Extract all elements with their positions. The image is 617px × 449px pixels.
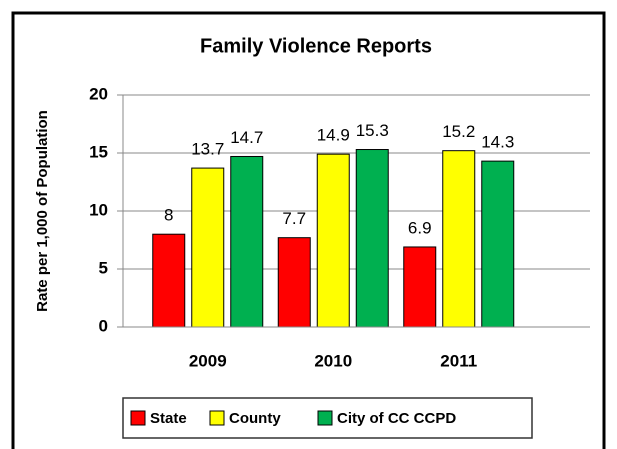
bar	[481, 160, 515, 328]
legend-swatch	[317, 410, 333, 426]
data-label: 13.7	[191, 140, 224, 159]
data-label: 8	[164, 206, 173, 225]
data-label: 7.7	[282, 209, 306, 228]
chart-title: Family Violence Reports	[200, 35, 432, 57]
data-label: 14.9	[317, 126, 350, 145]
bar	[277, 237, 311, 328]
data-label: 6.9	[408, 218, 432, 237]
x-tick-label: 2010	[314, 351, 352, 370]
bar	[355, 149, 389, 328]
chart-border	[11, 11, 606, 449]
y-tick-label: 0	[99, 316, 108, 335]
bar	[152, 233, 186, 328]
y-tick-label: 20	[89, 84, 108, 103]
bar	[442, 150, 476, 328]
legend-swatch	[209, 410, 225, 426]
x-tick-label: 2009	[189, 351, 227, 370]
bar	[316, 153, 350, 328]
y-tick-label: 10	[89, 200, 108, 219]
y-tick-label: 15	[89, 142, 108, 161]
y-tick-label: 5	[99, 258, 108, 277]
data-label: 14.7	[230, 128, 263, 147]
data-label: 15.2	[442, 122, 475, 141]
legend-label: County	[229, 410, 281, 427]
data-label: 14.3	[481, 133, 514, 152]
bar	[230, 155, 264, 328]
legend-label: City of CC CCPD	[337, 410, 456, 427]
y-axis-label: Rate per 1,000 of Population	[34, 110, 51, 312]
bar	[403, 246, 437, 328]
legend-label: State	[150, 410, 187, 427]
legend-swatch	[130, 410, 146, 426]
bar	[191, 167, 225, 328]
data-label: 15.3	[356, 121, 389, 140]
x-tick-label: 2011	[440, 351, 477, 370]
